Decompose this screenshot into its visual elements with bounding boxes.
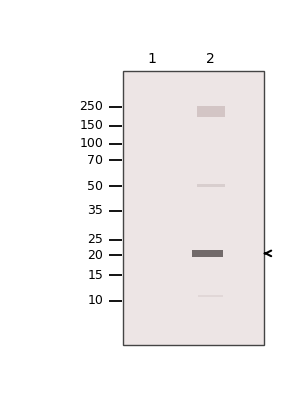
Text: 1: 1 — [147, 52, 156, 66]
Text: 20: 20 — [88, 249, 103, 262]
Bar — [192, 250, 223, 257]
Bar — [197, 184, 225, 187]
Text: 250: 250 — [80, 100, 103, 113]
Text: 25: 25 — [88, 233, 103, 246]
Text: 70: 70 — [87, 154, 103, 167]
Text: 100: 100 — [80, 137, 103, 150]
Text: 50: 50 — [87, 180, 103, 193]
Bar — [123, 71, 265, 345]
Bar — [198, 295, 223, 297]
Text: 10: 10 — [88, 294, 103, 307]
Text: 15: 15 — [88, 269, 103, 282]
Text: 150: 150 — [80, 120, 103, 132]
Text: 35: 35 — [88, 204, 103, 218]
Bar — [197, 106, 225, 117]
Text: 2: 2 — [206, 52, 215, 66]
